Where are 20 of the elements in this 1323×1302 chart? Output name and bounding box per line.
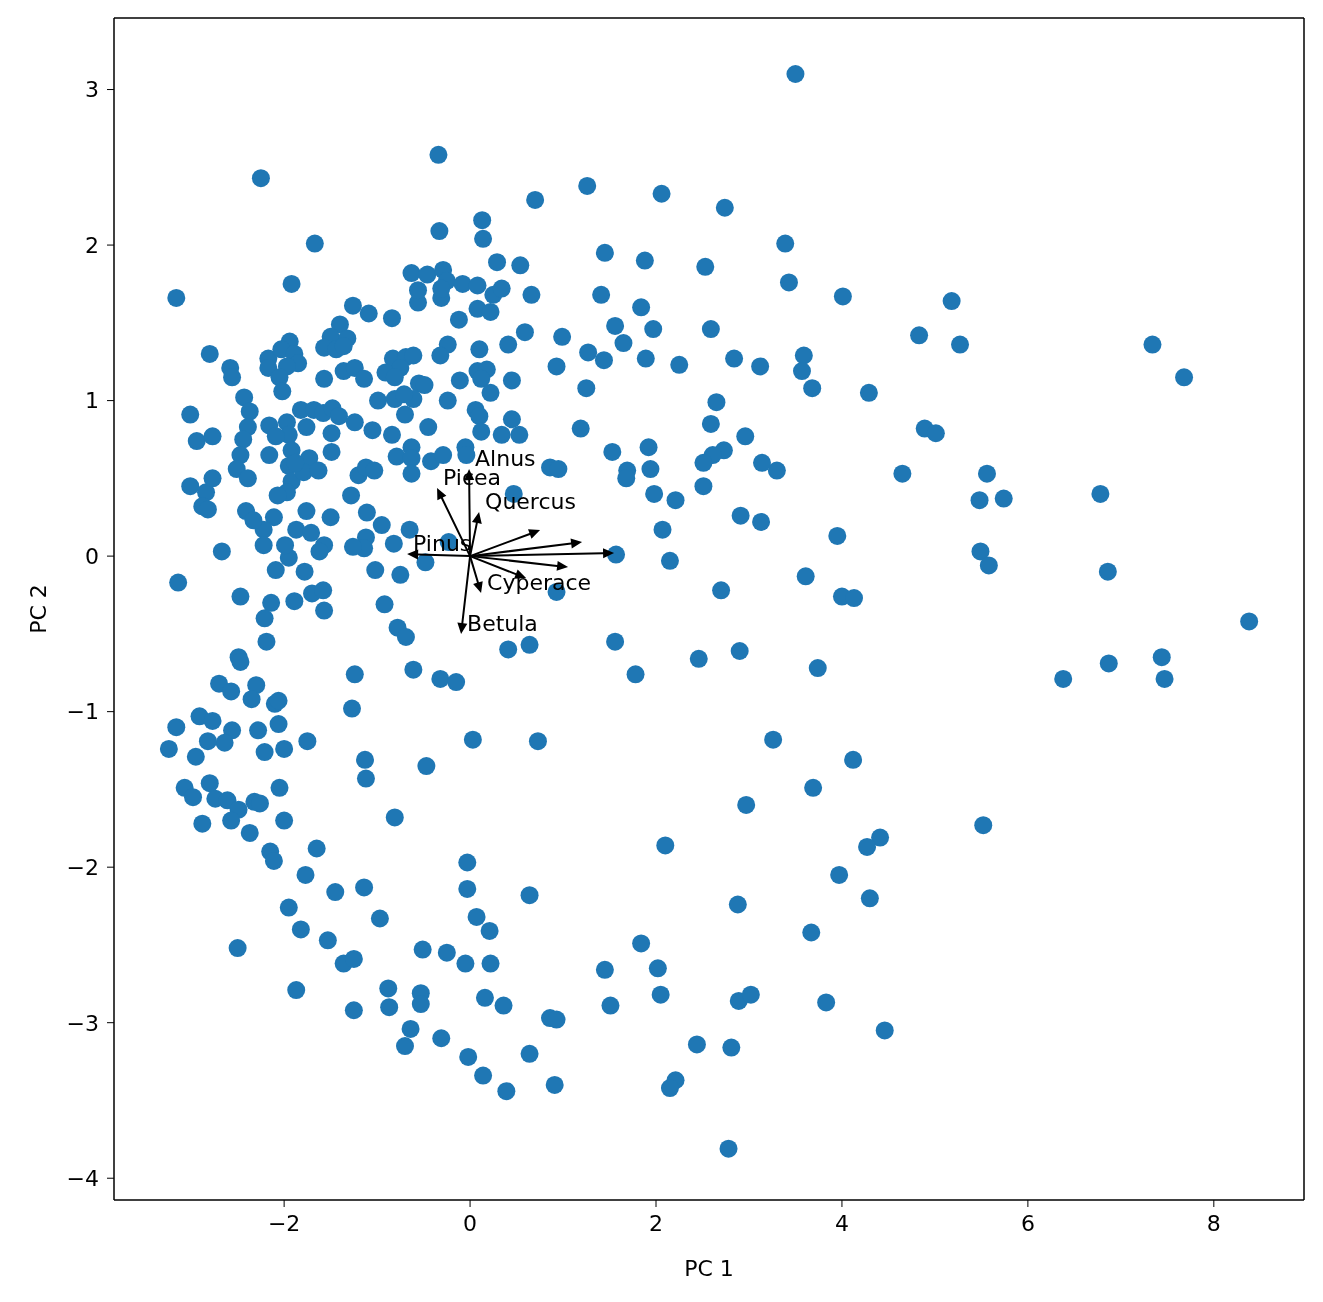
x-tick-label: 4 (834, 1210, 849, 1236)
y-tick-label: 2 (85, 232, 99, 258)
x-tick-label: 0 (463, 1210, 478, 1236)
x-tick-label: 6 (1020, 1210, 1035, 1236)
y-tick-label: −1 (66, 699, 99, 725)
annotation: Betula (467, 611, 538, 637)
y-tick-label: −4 (66, 1166, 99, 1192)
annotation: Quercus (485, 489, 576, 515)
y-tick-label: 0 (85, 543, 99, 569)
y-tick-label: −3 (66, 1010, 99, 1036)
x-tick-label: 8 (1206, 1210, 1221, 1236)
y-axis-title: PC 2 (25, 584, 51, 634)
x-axis-title: PC 1 (684, 1255, 734, 1281)
x-tick-label: −2 (267, 1210, 301, 1236)
annotation: Cyperace (487, 570, 592, 596)
annotation: Alnus (475, 446, 536, 472)
x-tick-label: 2 (649, 1210, 664, 1236)
y-tick-label: 3 (85, 77, 99, 103)
y-tick-label: 1 (85, 388, 99, 414)
y-tick-label: −2 (66, 854, 99, 880)
